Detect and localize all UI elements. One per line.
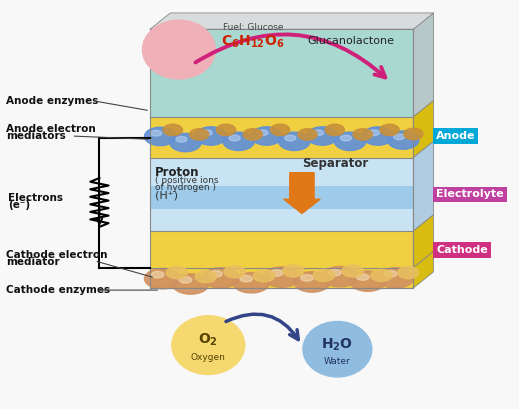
Text: Anode electron: Anode electron <box>6 124 95 134</box>
Ellipse shape <box>349 271 386 291</box>
Ellipse shape <box>325 124 345 136</box>
Ellipse shape <box>195 270 216 283</box>
Ellipse shape <box>377 267 414 288</box>
Ellipse shape <box>279 132 310 151</box>
Text: mediators: mediators <box>6 131 65 141</box>
Ellipse shape <box>203 267 239 288</box>
Text: $\mathregular{H_2O}$: $\mathregular{H_2O}$ <box>321 337 353 353</box>
Ellipse shape <box>313 269 334 281</box>
Ellipse shape <box>384 270 397 277</box>
Ellipse shape <box>172 274 209 294</box>
Ellipse shape <box>144 127 176 146</box>
Ellipse shape <box>368 130 379 136</box>
Ellipse shape <box>353 129 372 140</box>
Ellipse shape <box>253 270 275 282</box>
Polygon shape <box>413 13 433 117</box>
Polygon shape <box>150 117 413 157</box>
Ellipse shape <box>166 266 187 279</box>
Ellipse shape <box>144 268 181 289</box>
Ellipse shape <box>283 265 304 277</box>
Ellipse shape <box>340 135 351 141</box>
Text: $\mathregular{C_6H_{12}O_6}$: $\mathregular{C_6H_{12}O_6}$ <box>221 33 284 49</box>
Text: Electrons: Electrons <box>8 193 63 203</box>
Ellipse shape <box>307 127 338 145</box>
Ellipse shape <box>312 130 324 136</box>
Ellipse shape <box>398 266 419 279</box>
Ellipse shape <box>233 272 269 293</box>
Ellipse shape <box>195 127 226 145</box>
Ellipse shape <box>298 129 317 140</box>
Ellipse shape <box>404 128 423 140</box>
Polygon shape <box>150 186 413 209</box>
Text: Anode: Anode <box>436 131 475 141</box>
Text: Electrolyte: Electrolyte <box>436 189 504 199</box>
Ellipse shape <box>224 265 245 278</box>
Polygon shape <box>150 13 433 29</box>
Text: ( positive ions: ( positive ions <box>155 176 218 185</box>
Ellipse shape <box>152 271 164 278</box>
Ellipse shape <box>388 131 419 149</box>
Text: Proton: Proton <box>155 166 200 179</box>
Circle shape <box>172 316 245 375</box>
Text: (e⁻): (e⁻) <box>8 200 31 210</box>
Ellipse shape <box>371 269 392 281</box>
Ellipse shape <box>170 133 201 152</box>
Ellipse shape <box>270 124 290 136</box>
Ellipse shape <box>210 270 222 277</box>
Polygon shape <box>413 142 433 231</box>
Ellipse shape <box>362 127 393 145</box>
Polygon shape <box>150 267 413 288</box>
Polygon shape <box>413 252 433 288</box>
Ellipse shape <box>163 124 183 136</box>
Ellipse shape <box>201 130 212 136</box>
Polygon shape <box>150 231 413 267</box>
Ellipse shape <box>342 265 363 277</box>
Ellipse shape <box>223 132 254 151</box>
Text: of hydrogen ): of hydrogen ) <box>155 183 216 192</box>
Ellipse shape <box>357 274 369 280</box>
Ellipse shape <box>240 275 253 282</box>
Ellipse shape <box>243 129 263 140</box>
Text: Cathode enzymes: Cathode enzymes <box>6 285 110 295</box>
Ellipse shape <box>393 134 405 140</box>
Text: Cathode electron: Cathode electron <box>6 250 107 261</box>
Text: Separator: Separator <box>302 157 368 170</box>
Ellipse shape <box>216 124 236 136</box>
Ellipse shape <box>322 266 358 287</box>
Text: Glucanolactone: Glucanolactone <box>307 36 394 47</box>
Ellipse shape <box>176 137 187 142</box>
Ellipse shape <box>270 270 283 276</box>
Ellipse shape <box>301 274 313 281</box>
Text: $\mathregular{O_2}$: $\mathregular{O_2}$ <box>198 332 218 348</box>
Polygon shape <box>413 215 433 267</box>
Ellipse shape <box>151 130 162 136</box>
Ellipse shape <box>334 132 366 151</box>
Text: (H⁺): (H⁺) <box>155 190 178 200</box>
Circle shape <box>142 20 215 79</box>
Polygon shape <box>150 157 413 231</box>
Ellipse shape <box>329 269 341 276</box>
Polygon shape <box>150 29 413 117</box>
Text: Anode enzymes: Anode enzymes <box>6 96 98 106</box>
Ellipse shape <box>179 276 192 283</box>
Text: Oxygen: Oxygen <box>191 353 226 362</box>
Ellipse shape <box>264 267 300 287</box>
Ellipse shape <box>285 135 296 141</box>
Text: Cathode: Cathode <box>436 245 488 255</box>
FancyArrow shape <box>284 173 320 213</box>
Ellipse shape <box>189 129 209 140</box>
Text: Water: Water <box>324 357 351 366</box>
Ellipse shape <box>294 272 330 292</box>
Text: mediator: mediator <box>6 257 59 267</box>
Ellipse shape <box>257 130 268 136</box>
Circle shape <box>303 321 372 377</box>
Text: Fuel: Glucose: Fuel: Glucose <box>224 22 284 31</box>
Polygon shape <box>413 101 433 157</box>
Ellipse shape <box>251 127 282 145</box>
Ellipse shape <box>380 124 399 136</box>
Ellipse shape <box>229 135 240 141</box>
